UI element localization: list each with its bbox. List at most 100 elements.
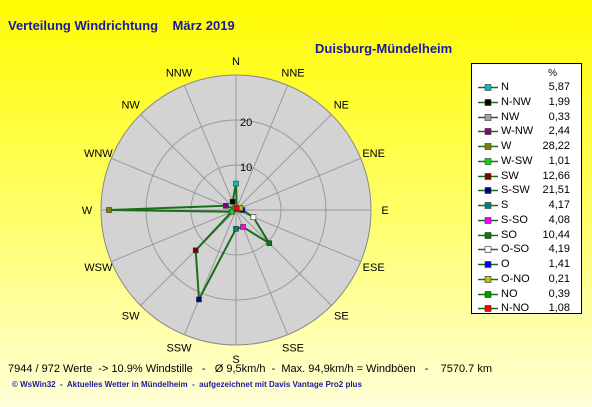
- direction-label-e: E: [381, 205, 388, 217]
- direction-label-sse: SSE: [282, 343, 304, 355]
- legend-item: S-SO 4,08: [472, 213, 581, 228]
- legend-item: S 4,17: [472, 198, 581, 213]
- legend-value: 21,51: [542, 184, 570, 197]
- legend-value: 0,33: [548, 110, 570, 123]
- data-point-wnw: [223, 202, 229, 209]
- legend-value: 1,41: [548, 258, 570, 270]
- legend-value: 4,17: [548, 199, 570, 211]
- data-point-ese: [250, 214, 257, 221]
- legend-swatch: [478, 305, 498, 313]
- legend-value: 12,66: [542, 169, 570, 182]
- legend-label: SW: [501, 169, 519, 182]
- legend-value: 4,08: [548, 213, 570, 226]
- direction-label-se: SE: [334, 310, 349, 322]
- radar-spoke-se: [235, 209, 332, 306]
- legend: % N 5,87 N-NW 1,99 NW 0,33 W-NW 2,44 W 28,22 W-SW 1…: [471, 63, 582, 314]
- legend-item: NW 0,33: [472, 110, 581, 125]
- direction-label-nnw: NNW: [166, 67, 193, 79]
- legend-label: S-SO: [501, 213, 528, 226]
- data-point-s: [233, 225, 239, 232]
- legend-swatch: [478, 143, 498, 150]
- legend-swatch: [478, 128, 498, 136]
- data-point-nnw: [229, 198, 236, 205]
- direction-label-n: N: [232, 56, 240, 68]
- legend-value: 28,22: [542, 140, 570, 152]
- radar-spoke-wsw: [111, 209, 237, 263]
- legend-swatch: [478, 246, 498, 254]
- legend-label: SO: [501, 228, 517, 241]
- legend-label: O: [501, 258, 510, 270]
- legend-swatch: [478, 290, 498, 298]
- legend-value: 5,87: [548, 81, 570, 93]
- legend-swatch: [478, 261, 498, 268]
- legend-label: O-SO: [501, 243, 530, 256]
- legend-item: O-SO 4,19: [472, 242, 581, 257]
- legend-label: W: [501, 140, 512, 152]
- direction-label-ese: ESE: [363, 262, 385, 274]
- legend-label: S-SW: [501, 184, 530, 197]
- data-point-sse: [240, 224, 246, 230]
- direction-label-nw: NW: [121, 100, 140, 112]
- direction-label-sw: SW: [122, 310, 140, 322]
- legend-value: 4,19: [548, 243, 570, 256]
- legend-swatch: [478, 157, 498, 165]
- legend-swatch: [478, 216, 498, 224]
- data-point-wsw: [229, 208, 235, 215]
- legend-item: W-NW 2,44: [472, 124, 581, 139]
- radar-spoke-ese: [235, 209, 361, 263]
- direction-label-s: S: [232, 354, 239, 366]
- direction-label-ne: NE: [334, 100, 349, 112]
- legend-swatch: [478, 84, 498, 91]
- direction-label-wnw: WNW: [84, 148, 113, 160]
- radar-spoke-ssw: [183, 209, 237, 335]
- radar-spoke-ene: [235, 157, 361, 211]
- legend-item: S-SW 21,51: [472, 183, 581, 198]
- direction-label-wsw: WSW: [84, 262, 113, 274]
- legend-swatch: [478, 202, 498, 209]
- radar-spoke-ne: [235, 114, 332, 211]
- direction-label-nne: NNE: [281, 67, 304, 79]
- legend-label: N-NW: [501, 95, 531, 108]
- legend-label: NW: [501, 110, 520, 123]
- legend-item: SW 12,66: [472, 169, 581, 184]
- legend-label: S: [501, 199, 509, 211]
- data-point-w: [106, 207, 112, 213]
- legend-swatch: [478, 187, 498, 195]
- legend-item: O-NO 0,21: [472, 272, 581, 287]
- legend-value: 1,01: [548, 154, 570, 167]
- radar-spoke-sw: [140, 209, 237, 306]
- legend-item: SO 10,44: [472, 228, 581, 243]
- stats-line: 7944 / 972 Werte -> 10.9% Windstille - Ø…: [8, 363, 493, 375]
- legend-value: 1,99: [548, 95, 570, 108]
- legend-label: N-NO: [501, 302, 530, 315]
- data-point-n: [233, 180, 239, 187]
- direction-label-ssw: SSW: [166, 343, 192, 355]
- legend-label: W-SW: [501, 154, 533, 167]
- legend-item: NO 0,39: [472, 287, 581, 302]
- radar-spoke-nne: [235, 85, 289, 211]
- legend-value: 10,44: [542, 228, 570, 241]
- legend-item: O 1,41: [472, 257, 581, 272]
- legend-swatch: [478, 98, 498, 106]
- legend-label: W-NW: [501, 125, 534, 138]
- data-point-nne: [233, 205, 240, 212]
- radar-spoke-wnw: [111, 157, 237, 211]
- legend-item: N 5,87: [472, 80, 581, 95]
- legend-label: O-NO: [501, 272, 530, 285]
- data-point-sw: [192, 247, 199, 254]
- legend-item: N-NW 1,99: [472, 95, 581, 110]
- legend-swatch: [478, 172, 498, 180]
- data-point-se: [266, 240, 273, 247]
- legend-swatch: [478, 113, 498, 121]
- legend-item: W 28,22: [472, 139, 581, 154]
- radar-spoke-sse: [235, 209, 289, 335]
- legend-value: 2,44: [548, 125, 570, 138]
- direction-label-w: W: [82, 205, 93, 217]
- footer-credit: © WsWin32 - Aktuelles Wetter in Mündelhe…: [12, 380, 362, 389]
- legend-value: 1,08: [548, 302, 570, 315]
- legend-swatch: [478, 275, 498, 283]
- location-title: Duisburg-Mündelheim: [315, 41, 453, 56]
- radar-spoke-nw: [140, 114, 237, 211]
- data-point-ssw: [196, 296, 202, 303]
- legend-item: W-SW 1,01: [472, 154, 581, 169]
